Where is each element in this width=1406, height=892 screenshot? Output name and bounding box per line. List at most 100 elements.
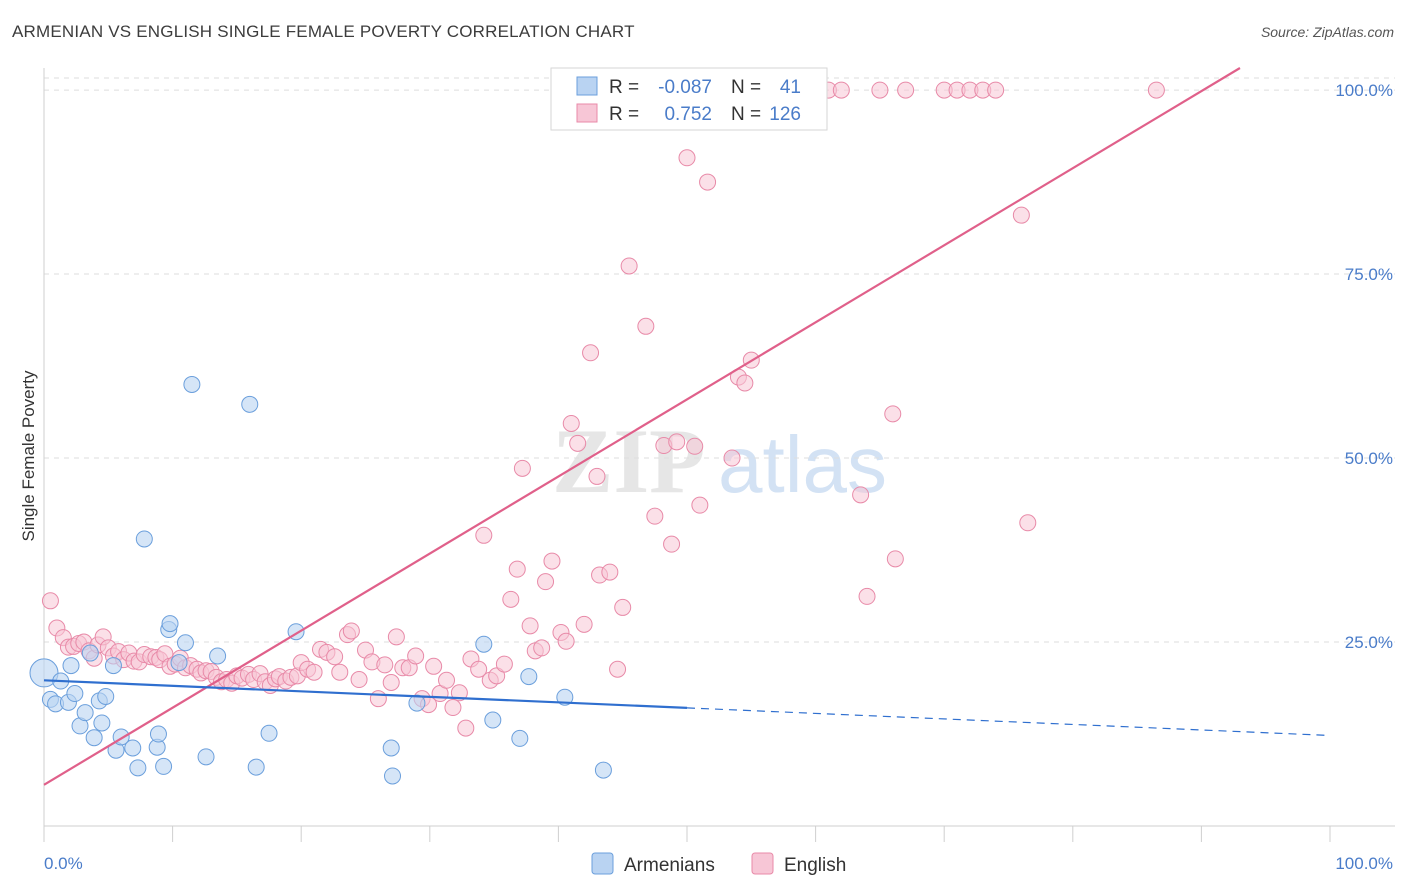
armenian-trend-line [43, 679, 688, 709]
english-point [376, 656, 394, 674]
armenian-point [183, 375, 201, 393]
english-point [897, 81, 915, 99]
english-trend-line [43, 67, 1241, 786]
english-points [41, 81, 1165, 737]
y-tick-label: 75.0% [1345, 265, 1393, 284]
english-point [444, 699, 462, 717]
english-point [663, 535, 681, 553]
english-point [871, 81, 889, 99]
english-point [326, 648, 344, 666]
y-axis-label: Single Female Poverty [19, 370, 38, 542]
english-point [575, 615, 593, 633]
english-point [668, 433, 686, 451]
english-point [620, 257, 638, 275]
y-tick-label: 25.0% [1345, 633, 1393, 652]
grid-lines [44, 77, 1395, 643]
x-tick-label: 100.0% [1335, 854, 1393, 873]
english-point [569, 434, 587, 452]
english-point [369, 690, 387, 708]
armenian-point [155, 757, 173, 775]
english-point [508, 560, 526, 578]
english-point [678, 149, 696, 167]
legend-r-label-1: R = [609, 77, 639, 98]
english-point [886, 550, 904, 568]
legend-r-value-1: -0.087 [658, 77, 712, 98]
armenian-point [129, 759, 147, 777]
armenian-point [594, 761, 612, 779]
english-point [438, 671, 456, 689]
english-point [382, 673, 400, 691]
armenian-point [135, 530, 153, 548]
tick-labels: 25.0% 50.0% 75.0% 100.0% 0.0% 100.0% [44, 81, 1393, 873]
english-point [1012, 206, 1030, 224]
english-point [407, 647, 425, 665]
trend-lines [43, 67, 1331, 786]
armenian-point [556, 688, 574, 706]
english-point [387, 628, 405, 646]
y-tick-label: 50.0% [1345, 449, 1393, 468]
english-point [588, 467, 606, 485]
english-point [691, 496, 709, 514]
english-point [495, 655, 513, 673]
armenian-point [520, 668, 538, 686]
english-point [457, 719, 475, 737]
english-point [987, 81, 1005, 99]
english-point [1147, 81, 1165, 99]
armenian-point [209, 647, 227, 665]
armenian-point [93, 714, 111, 732]
english-point [858, 587, 876, 605]
y-tick-label: 100.0% [1335, 81, 1393, 100]
english-point [637, 317, 655, 335]
legend-n-label-1: N = [731, 77, 761, 98]
source-credit: Source: ZipAtlas.com [1260, 24, 1394, 40]
armenian-point [66, 685, 84, 703]
armenian-point [176, 634, 194, 652]
legend-swatch-armenians [576, 76, 598, 96]
armenian-point [81, 644, 99, 662]
series-legend: Armenians English [591, 852, 846, 876]
english-point [450, 684, 468, 702]
english-point [609, 660, 627, 678]
chart-title: ARMENIAN VS ENGLISH SINGLE FEMALE POVERT… [12, 22, 635, 41]
armenian-point [124, 739, 142, 757]
english-point [350, 671, 368, 689]
armenian-point [97, 687, 115, 705]
english-point [533, 639, 551, 657]
armenian-point [511, 729, 529, 747]
english-point [521, 617, 539, 635]
armenian-point [247, 758, 265, 776]
english-point [1019, 514, 1037, 532]
armenian-point [62, 657, 80, 675]
legend-n-label-2: N = [731, 104, 761, 125]
armenian-point [484, 711, 502, 729]
armenian-point [382, 739, 400, 757]
english-point [646, 507, 664, 525]
armenian-point [76, 704, 94, 722]
armenian-point [384, 767, 402, 785]
english-point [342, 622, 360, 640]
armenian-point [197, 748, 215, 766]
armenian-point [85, 729, 103, 747]
english-point [513, 459, 531, 477]
armenian-point [241, 395, 259, 413]
english-point [852, 486, 870, 504]
english-point [331, 663, 349, 681]
english-point [557, 632, 575, 650]
english-point [425, 657, 443, 675]
english-point [884, 405, 902, 423]
english-point [614, 598, 632, 616]
bottom-swatch-english [751, 852, 774, 875]
english-point [723, 449, 741, 467]
armenian-trend-line-projection [686, 707, 1331, 737]
bottom-swatch-armenians [591, 852, 614, 875]
x-tick-label: 0.0% [44, 854, 83, 873]
armenian-point [104, 657, 122, 675]
english-point [475, 526, 493, 544]
armenian-point [260, 724, 278, 742]
english-point [601, 563, 619, 581]
armenian-point [475, 635, 493, 653]
english-point [41, 592, 59, 610]
english-point [699, 173, 717, 191]
english-point [543, 552, 561, 570]
